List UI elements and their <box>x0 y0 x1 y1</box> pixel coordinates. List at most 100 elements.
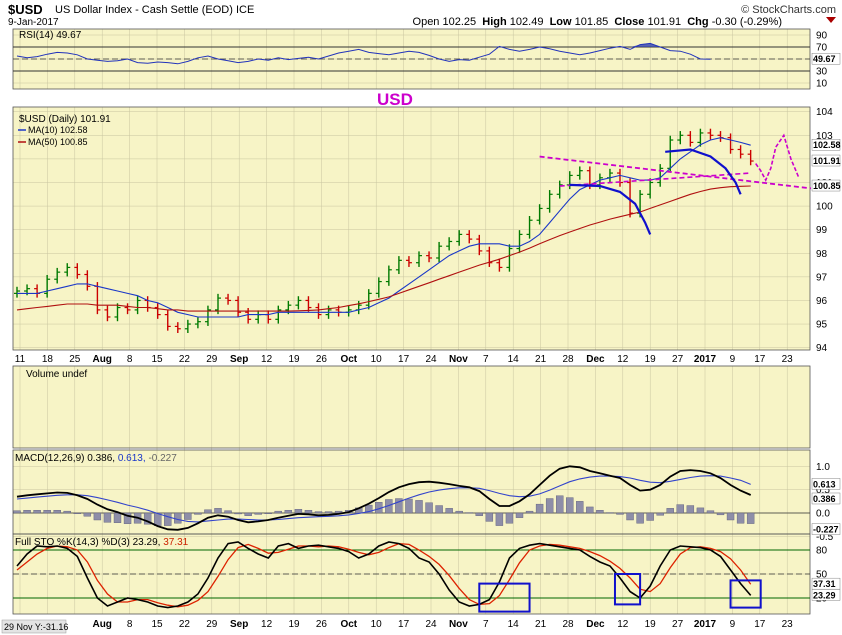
price-tag-box <box>811 589 841 601</box>
macd-histogram-bar <box>556 495 564 514</box>
macd-histogram-bar <box>545 498 554 514</box>
macd-histogram-bar <box>445 508 453 514</box>
x-tick-label: 19 <box>645 354 657 365</box>
price-tag-label: 0.613 <box>813 479 836 489</box>
macd-histogram-bar <box>33 510 41 514</box>
x-tick-label-bottom: Dec <box>586 619 605 630</box>
macd-histogram-bar <box>746 512 755 524</box>
x-tick-label: 26 <box>316 354 328 365</box>
macd-histogram-bar <box>666 508 674 514</box>
axis-labels: 11 18 25 Aug 8 15 22 29 Sep 12 19 26 Oct 10 17 24 Nov 7 14… <box>15 31 834 631</box>
macd-histogram-bar <box>264 512 272 515</box>
macd-histogram-bar <box>696 507 705 514</box>
price-tag-label: 0.386 <box>813 494 836 504</box>
ma50-line <box>16 185 751 312</box>
x-tick-label: 18 <box>42 354 54 365</box>
macd-histogram-bar <box>234 512 242 515</box>
x-tick-label: Nov <box>449 354 468 365</box>
y-tick-label: 98 <box>816 249 828 260</box>
x-tick-label: 11 <box>15 354 26 365</box>
x-tick-label-bottom: Sep <box>230 619 248 630</box>
price-tag-box <box>811 179 841 192</box>
open-label: Open <box>412 16 440 28</box>
macd-histogram-bar <box>103 512 112 523</box>
chart-annotations <box>539 133 812 235</box>
macd-histogram-bar <box>224 510 232 514</box>
x-tick-label: 15 <box>151 354 163 365</box>
macd-histogram-bar <box>365 504 373 514</box>
x-tick-label-bottom: 26 <box>316 619 328 630</box>
macd-histogram-bar <box>566 497 574 514</box>
price-tag-box <box>811 52 841 65</box>
price-tags: 49.67 102.58 101.91 100.85 0.613 0.386 -0.227 3… <box>811 52 841 601</box>
macd-legend-value: 0.386, <box>87 453 115 464</box>
macd-histogram-bar <box>194 512 202 515</box>
y-tick-label: 90 <box>816 31 828 42</box>
x-tick-label: 8 <box>127 354 133 365</box>
macd-histogram-bar <box>164 512 172 526</box>
ma10-line <box>17 137 751 318</box>
y-tick-label: 99 <box>816 225 828 236</box>
x-tick-label: 19 <box>288 354 300 365</box>
cursor-readout: 29 Nov Y:-31.16 <box>4 622 68 632</box>
macd-histogram-bar <box>405 498 413 514</box>
y-tick-label: 30 <box>816 67 828 78</box>
price-tag-label: 100.85 <box>813 181 841 191</box>
macd-histogram-bar <box>676 504 684 514</box>
chart-date: 9-Jan-2017 <box>8 17 59 28</box>
x-tick-label-bottom: 19 <box>288 619 300 630</box>
change-value: -0.30 (-0.29%) <box>711 16 782 28</box>
macd-histogram-bar <box>204 509 212 514</box>
sto-legend-k: 23.29, <box>133 537 161 548</box>
x-tick-label: 17 <box>754 354 766 365</box>
price-tag-box <box>811 478 841 490</box>
macd-histogram-bar <box>636 512 644 524</box>
x-tick-label-bottom: 24 <box>425 619 437 630</box>
macd-histogram-bar <box>525 510 534 514</box>
price-legend: $USD (Daily) 101.91 <box>19 114 111 125</box>
x-tick-label-bottom: 7 <box>483 619 489 630</box>
chevron-down-icon[interactable] <box>826 17 836 23</box>
y-tick-label: 0.5 <box>816 485 830 496</box>
stochastic-legend: Full STO %K(14,3) %D(3) 23.29, 37.31 <box>15 537 189 548</box>
macd-series <box>13 465 810 531</box>
price-panel <box>13 107 810 350</box>
y-tick-label: 70 <box>816 43 828 54</box>
x-tick-label-bottom: 23 <box>782 619 794 630</box>
close-label: Close <box>614 16 645 28</box>
macd-histogram-bar <box>475 512 483 516</box>
y-tick-label: 95 <box>816 320 828 331</box>
macd-histogram-bar <box>143 512 152 525</box>
x-tick-label: 9 <box>730 354 736 365</box>
sto-legend-d: 37.31 <box>163 537 188 548</box>
projected-path <box>755 133 800 182</box>
volume-panel <box>13 366 810 448</box>
price-tag-box <box>811 523 841 535</box>
y-tick-label: 97 <box>816 272 828 283</box>
x-tick-label-bottom: 17 <box>754 619 766 630</box>
macd-histogram-bar <box>576 501 584 514</box>
macd-legend-name: MACD(12,26,9) <box>15 453 84 464</box>
x-tick-label: 17 <box>398 354 410 365</box>
macd-histogram-bar <box>43 510 51 514</box>
rsi-legend: RSI(14) 49.67 <box>19 30 82 41</box>
x-tick-label-bottom: Oct <box>340 619 357 630</box>
x-tick-label-bottom: 2017 <box>694 619 717 630</box>
x-tick-label: Dec <box>586 354 605 365</box>
x-tick-label: 2017 <box>694 354 717 365</box>
macd-histogram-bar <box>656 512 664 516</box>
ma50-legend: MA(50) 100.85 <box>28 137 88 147</box>
macd-histogram-bar <box>435 505 443 514</box>
macd-histogram-bar <box>254 512 262 515</box>
rounding-top-arc-1 <box>569 183 652 235</box>
trendline-upper <box>539 155 812 190</box>
x-tick-label: 27 <box>672 354 684 365</box>
macd-histogram-bar <box>395 498 403 514</box>
macd-histogram-bar <box>485 512 494 522</box>
price-tag-label: 37.31 <box>813 579 836 589</box>
macd-histogram-bar <box>93 512 102 521</box>
price-tag-box <box>811 577 841 590</box>
macd-histogram-bar <box>505 512 514 524</box>
x-tick-label: Sep <box>230 354 248 365</box>
